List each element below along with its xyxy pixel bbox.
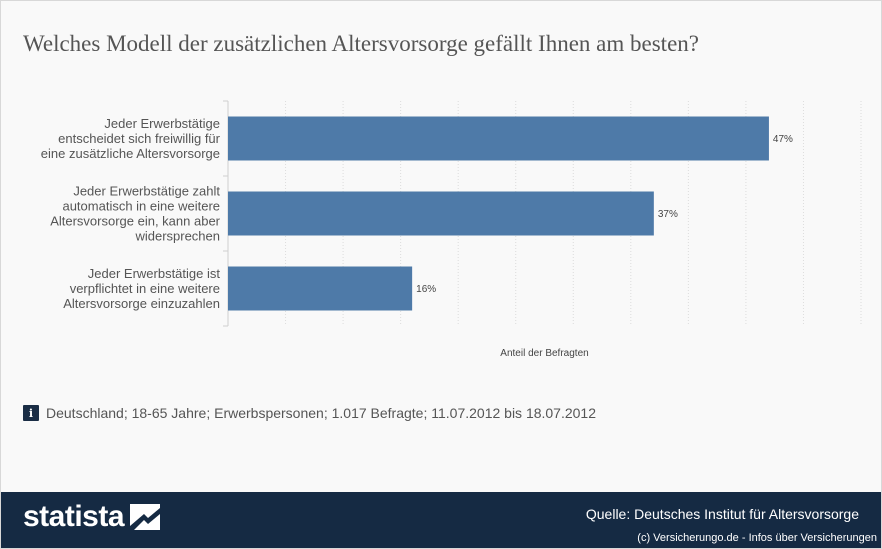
bar xyxy=(228,191,654,236)
bar xyxy=(228,266,413,311)
info-icon[interactable]: i xyxy=(23,405,39,421)
statista-logo[interactable]: statista xyxy=(23,500,161,534)
survey-note: i Deutschland; 18-65 Jahre; Erwerbsperso… xyxy=(23,405,596,421)
bar xyxy=(228,116,769,161)
bar-chart: 47% Jeder Erwerbstätige entscheidet sich f… xyxy=(41,100,862,359)
logo-text: statista xyxy=(23,500,125,533)
source-text: Quelle: Deutsches Institut für Altersvor… xyxy=(585,506,859,522)
x-axis-title: Anteil der Befragten xyxy=(500,348,588,359)
chart-title: Welches Modell der zusätzlichen Altersvo… xyxy=(23,31,699,56)
survey-note-text: Deutschland; 18-65 Jahre; Erwerbspersone… xyxy=(46,405,597,421)
category-label: Jeder Erwerbstätige ist verpflichtet in e… xyxy=(63,266,220,311)
bar-value-label: 47% xyxy=(773,134,793,145)
category-label: Jeder Erwerbstätige zahlt automatisch in … xyxy=(50,184,220,244)
bar-value-label: 37% xyxy=(658,209,678,220)
statista-logo-icon xyxy=(130,504,161,530)
bar-value-label: 16% xyxy=(416,284,436,295)
category-label: Jeder Erwerbstätige entscheidet sich frei… xyxy=(41,116,221,161)
copyright-link[interactable]: (c) Versicherungo.de - Infos über Versic… xyxy=(637,532,877,544)
footer: statista Quelle: Deutsches Institut für … xyxy=(1,492,881,548)
